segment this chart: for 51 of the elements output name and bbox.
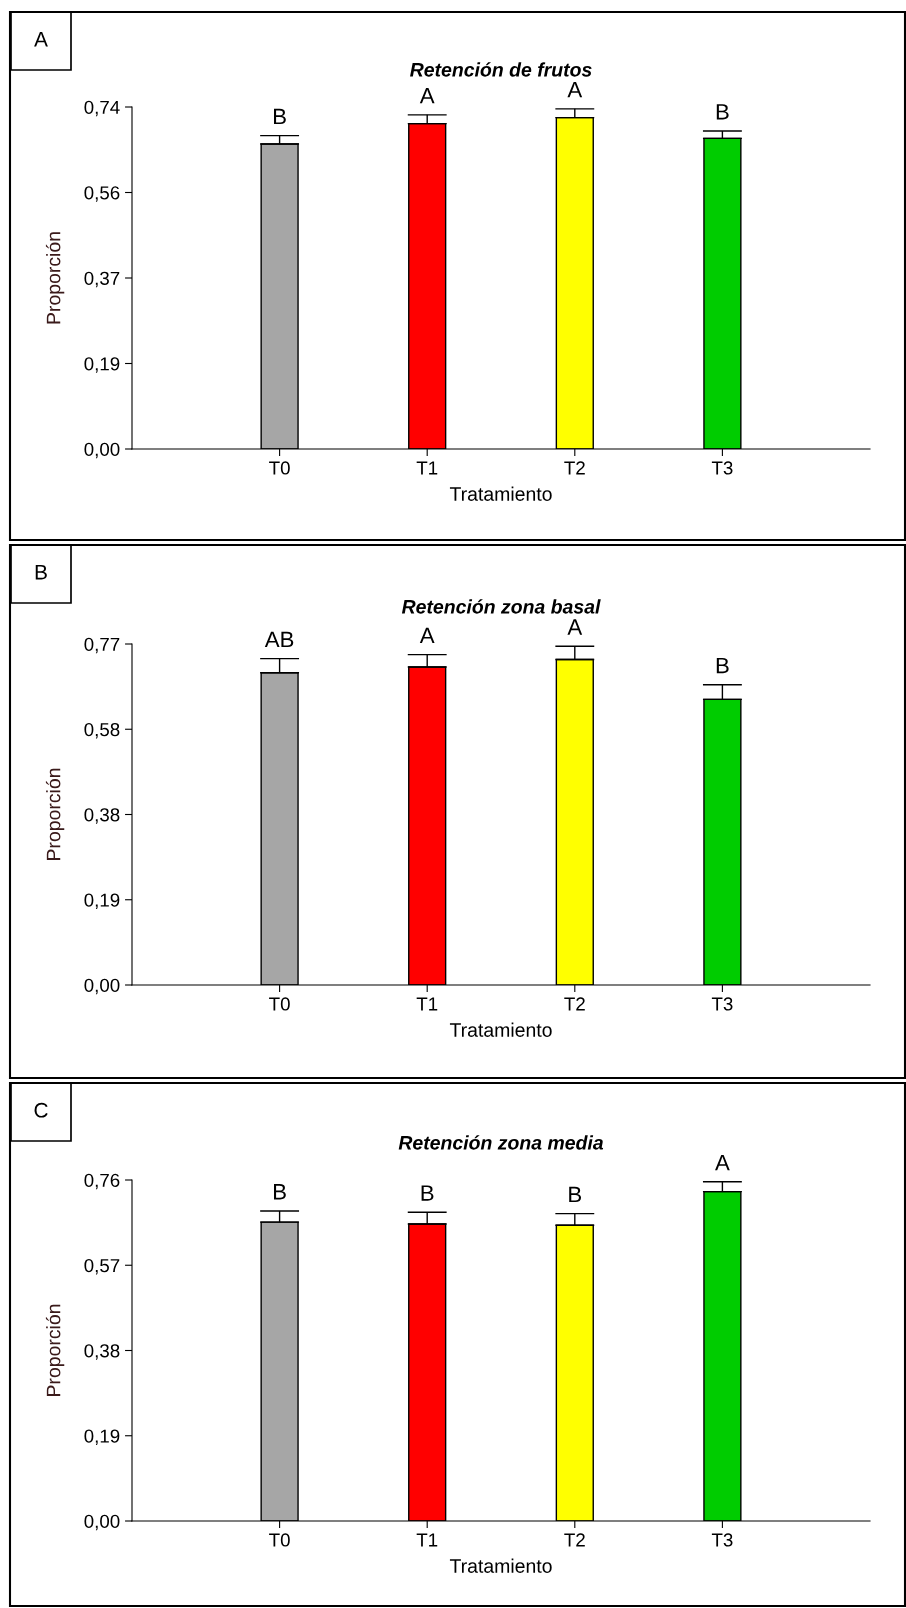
annotation: B <box>716 104 729 120</box>
x-tick-label: T2 <box>564 461 585 475</box>
x-tick-label: T1 <box>416 997 438 1011</box>
text: A <box>34 32 48 47</box>
y-tick-label: 0,38 <box>84 808 120 824</box>
x-tick-label: T1 <box>416 1533 438 1547</box>
y-tick-label: 0,19 <box>84 1429 120 1445</box>
annotation: A <box>567 82 583 98</box>
y-tick-label: 0,00 <box>84 1514 120 1531</box>
x-tick-label: T0 <box>269 997 290 1011</box>
text: B <box>35 565 47 580</box>
x-tick-label: T1 <box>416 461 438 475</box>
x-tick-label: T2 <box>564 997 585 1011</box>
annotation: A <box>419 627 435 644</box>
annotation: B <box>421 1185 434 1201</box>
text: C <box>34 1102 48 1118</box>
y-axis-title: Proporción <box>45 1304 65 1396</box>
y-tick-label: 0,00 <box>84 442 120 459</box>
annotation: B <box>716 657 729 674</box>
y-tick-label: 0,19 <box>84 357 120 373</box>
x-axis-title: Tratamiento <box>449 1558 552 1573</box>
annotation: AB <box>264 631 294 648</box>
y-tick-label: 0,00 <box>84 978 120 995</box>
x-tick-label: T2 <box>564 1533 585 1547</box>
x-tick-label: T0 <box>269 461 290 475</box>
x-axis-title: Tratamiento <box>449 486 552 501</box>
x-tick-label: T3 <box>711 997 733 1011</box>
y-tick-label: 0,19 <box>84 893 120 909</box>
annotation: A <box>715 1154 730 1171</box>
y-tick-label: 0,56 <box>84 186 120 202</box>
chart-title: Retención de frutos <box>410 62 592 77</box>
y-tick-label: 0,76 <box>84 1173 120 1190</box>
annotation: A <box>419 88 435 104</box>
annotation: B <box>274 108 286 125</box>
chart-title: Retención zona media <box>398 1135 604 1150</box>
y-tick-label: 0,37 <box>84 271 120 288</box>
y-tick-label: 0,77 <box>84 637 120 654</box>
x-tick-label: T0 <box>269 1533 290 1547</box>
x-tick-label: T3 <box>711 461 733 475</box>
annotation: A <box>567 619 583 635</box>
x-tick-label: T3 <box>711 1533 733 1547</box>
y-axis-title: Proporción <box>45 768 65 860</box>
y-tick-label: 0,57 <box>84 1258 120 1275</box>
y-axis-title: Proporción <box>45 232 65 324</box>
y-tick-label: 0,38 <box>84 1344 120 1360</box>
x-axis-title: Tratamiento <box>449 1022 552 1037</box>
annotation: B <box>569 1186 582 1203</box>
y-tick-label: 0,58 <box>84 722 120 739</box>
y-tick-label: 0,74 <box>84 100 120 117</box>
chart-title: Retención zona basal <box>401 599 601 614</box>
annotation: B <box>274 1184 286 1200</box>
